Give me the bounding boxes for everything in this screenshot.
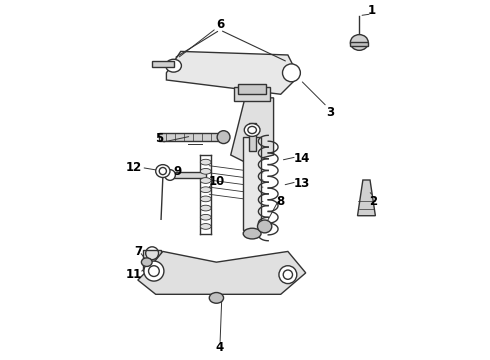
Ellipse shape — [200, 224, 211, 229]
Text: 5: 5 — [155, 132, 163, 145]
Text: 9: 9 — [173, 165, 181, 177]
Ellipse shape — [283, 64, 300, 82]
Ellipse shape — [142, 258, 152, 266]
Ellipse shape — [243, 228, 261, 239]
Ellipse shape — [156, 165, 170, 177]
Text: 3: 3 — [327, 105, 335, 119]
Ellipse shape — [200, 159, 211, 165]
Ellipse shape — [166, 59, 181, 72]
FancyBboxPatch shape — [234, 87, 270, 102]
Polygon shape — [138, 251, 306, 294]
Ellipse shape — [217, 131, 230, 144]
Text: 2: 2 — [369, 195, 378, 208]
Text: 13: 13 — [294, 177, 310, 190]
Ellipse shape — [200, 215, 211, 220]
FancyBboxPatch shape — [143, 249, 161, 271]
Text: 14: 14 — [294, 152, 310, 165]
Text: 4: 4 — [216, 341, 224, 354]
FancyBboxPatch shape — [170, 172, 206, 178]
Polygon shape — [231, 98, 273, 162]
Text: 10: 10 — [208, 175, 224, 188]
Ellipse shape — [350, 35, 368, 50]
Ellipse shape — [245, 123, 260, 136]
Text: 8: 8 — [276, 195, 285, 208]
FancyBboxPatch shape — [350, 42, 368, 46]
Ellipse shape — [144, 261, 164, 281]
Text: 12: 12 — [126, 161, 143, 174]
Ellipse shape — [200, 187, 211, 193]
Text: 6: 6 — [216, 18, 224, 31]
Ellipse shape — [200, 177, 211, 183]
Ellipse shape — [165, 170, 175, 180]
Ellipse shape — [279, 266, 297, 284]
Ellipse shape — [200, 168, 211, 174]
FancyBboxPatch shape — [248, 123, 256, 152]
Ellipse shape — [209, 293, 223, 303]
FancyBboxPatch shape — [159, 133, 223, 141]
Ellipse shape — [200, 196, 211, 202]
FancyBboxPatch shape — [243, 137, 261, 230]
FancyBboxPatch shape — [238, 84, 267, 94]
Text: 7: 7 — [134, 245, 142, 258]
Ellipse shape — [258, 220, 272, 233]
Ellipse shape — [200, 205, 211, 211]
Polygon shape — [358, 180, 375, 216]
Text: 1: 1 — [368, 4, 376, 17]
Polygon shape — [167, 51, 298, 94]
FancyBboxPatch shape — [152, 61, 173, 67]
Text: 11: 11 — [126, 268, 143, 281]
